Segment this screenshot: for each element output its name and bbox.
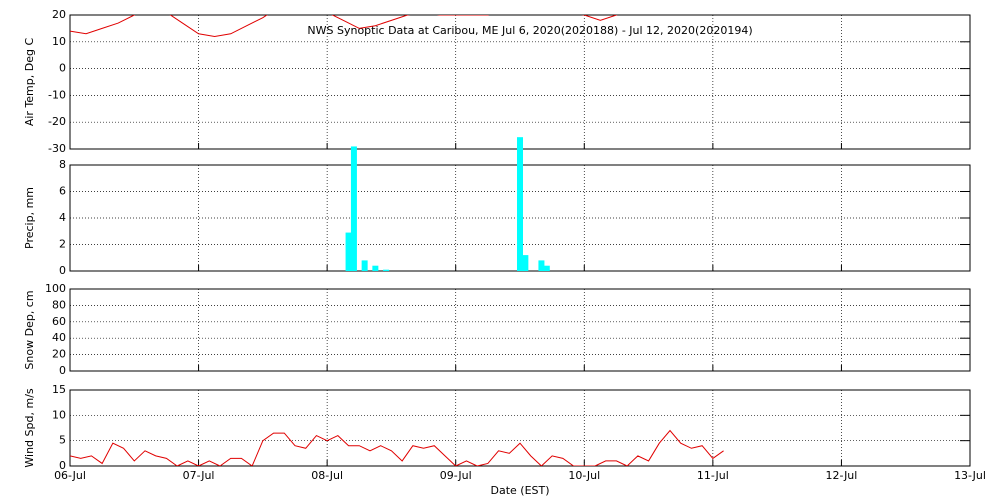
y-tick-label: 15	[52, 383, 66, 396]
y-tick-label: 60	[52, 315, 66, 328]
y-tick-label: 0	[59, 364, 66, 377]
y-tick-label: 8	[59, 158, 66, 171]
x-tick-label: 08-Jul	[311, 469, 343, 482]
y-tick-label: 10	[52, 408, 66, 421]
bar	[350, 146, 357, 271]
y-tick-label: -30	[48, 142, 66, 155]
x-tick-label: 06-Jul	[54, 469, 86, 482]
x-tick-label: 09-Jul	[440, 469, 472, 482]
data-line	[70, 429, 724, 466]
y-axis-label: Wind Spd, m/s	[23, 388, 36, 468]
x-tick-label: 12-Jul	[825, 469, 857, 482]
y-tick-label: 20	[52, 348, 66, 361]
y-tick-label: 5	[59, 434, 66, 447]
bar	[383, 269, 390, 271]
y-tick-label: 80	[52, 298, 66, 311]
plot-frame	[69, 389, 971, 467]
y-tick-label: 2	[59, 238, 66, 251]
x-tick-label: 13-Jul	[954, 469, 986, 482]
y-axis-label: Precip, mm	[23, 187, 36, 249]
y-tick-label: -10	[48, 88, 66, 101]
bar	[361, 260, 368, 271]
y-tick-label: 40	[52, 331, 66, 344]
y-tick-label: 4	[59, 211, 66, 224]
y-axis-label: Snow Dep, cm	[23, 290, 36, 369]
bar	[522, 255, 529, 271]
y-tick-label: 0	[59, 264, 66, 277]
y-tick-label: 0	[59, 62, 66, 75]
x-tick-label: 10-Jul	[568, 469, 600, 482]
bar	[345, 232, 352, 271]
bar	[517, 137, 523, 271]
data-line	[70, 15, 618, 37]
bar	[543, 265, 550, 271]
x-tick-label: 11-Jul	[697, 469, 729, 482]
x-tick-label: 07-Jul	[183, 469, 215, 482]
y-axis-label: Air Temp, Deg C	[23, 38, 36, 127]
plot-frame	[69, 288, 971, 372]
chart-title: NWS Synoptic Data at Caribou, ME Jul 6, …	[307, 24, 752, 37]
y-tick-label: 100	[45, 282, 66, 295]
y-tick-label: 10	[52, 35, 66, 48]
x-axis-label: Date (EST)	[490, 484, 549, 497]
y-tick-label: -20	[48, 115, 66, 128]
y-tick-label: 6	[59, 185, 66, 198]
bar	[372, 265, 379, 271]
y-tick-label: 20	[52, 8, 66, 21]
bar	[538, 260, 545, 271]
y-tick-label: 0	[59, 459, 66, 472]
